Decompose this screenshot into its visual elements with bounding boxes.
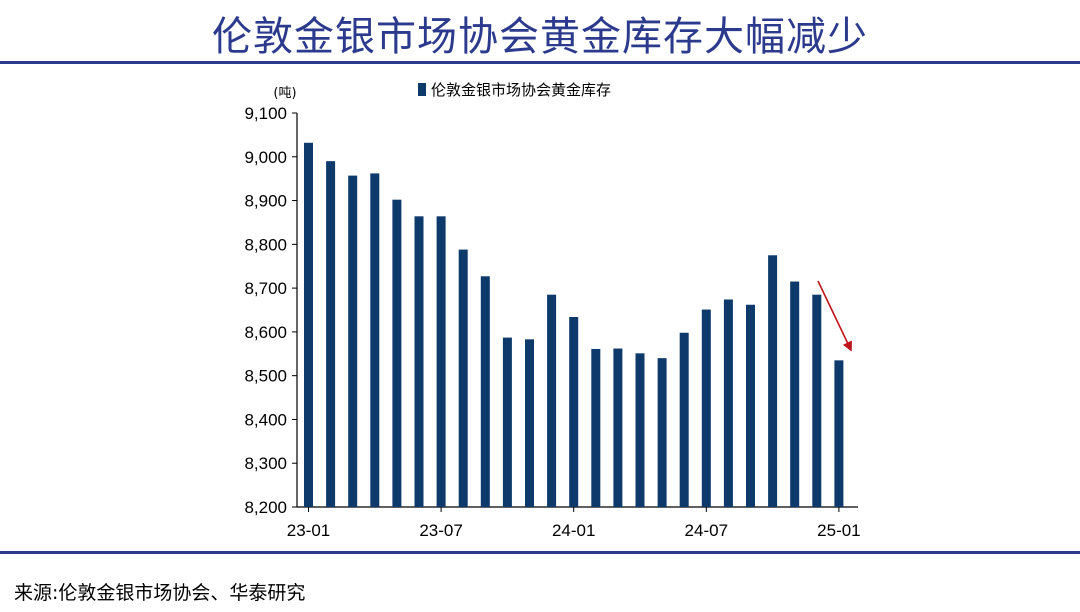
x-tick-label-24-01: 24-01 bbox=[552, 521, 595, 540]
bar-24-12 bbox=[812, 294, 822, 507]
page-title: 伦敦金银市场协会黄金库存大幅减少 bbox=[212, 14, 868, 60]
bar-23-02 bbox=[326, 161, 336, 507]
y-tick-label-8200: 8,200 bbox=[244, 498, 287, 517]
source-note: 来源:伦敦金银市场协会、华泰研究 bbox=[14, 582, 306, 604]
bar-24-11 bbox=[790, 281, 800, 507]
y-tick-label-8700: 8,700 bbox=[244, 279, 287, 298]
bar-23-06 bbox=[414, 216, 424, 507]
y-tick-label-8600: 8,600 bbox=[244, 323, 287, 342]
bar-25-01 bbox=[834, 360, 844, 507]
bar-24-06 bbox=[679, 332, 689, 507]
bar-24-02 bbox=[591, 348, 601, 507]
bar-23-11 bbox=[525, 339, 534, 507]
y-unit-label: (吨) bbox=[273, 86, 296, 101]
bar-24-10 bbox=[768, 255, 778, 507]
bar-24-09 bbox=[746, 304, 755, 507]
bar-23-12 bbox=[547, 294, 557, 507]
bar-24-03 bbox=[613, 348, 623, 507]
bar-24-01 bbox=[569, 317, 579, 507]
y-tick-label-9100: 9,100 bbox=[244, 104, 287, 123]
legend-swatch bbox=[418, 83, 426, 96]
x-tick-label-24-07: 24-07 bbox=[685, 521, 728, 540]
bar-24-05 bbox=[657, 358, 667, 507]
legend-label: 伦敦金银市场协会黄金库存 bbox=[431, 81, 611, 99]
y-tick-label-8300: 8,300 bbox=[244, 454, 287, 473]
bar-23-03 bbox=[348, 175, 358, 507]
title-divider bbox=[0, 61, 1080, 64]
x-tick-label-23-07: 23-07 bbox=[419, 521, 462, 540]
bar-24-04 bbox=[635, 353, 645, 507]
x-tick-label-25-01: 25-01 bbox=[817, 521, 860, 540]
bar-23-05 bbox=[392, 199, 402, 507]
y-tick-label-8800: 8,800 bbox=[244, 235, 287, 254]
decline-arrow bbox=[817, 280, 852, 352]
bar-24-07 bbox=[701, 309, 711, 507]
bar-24-08 bbox=[723, 299, 733, 507]
bar-23-01 bbox=[304, 142, 313, 507]
footer-divider bbox=[0, 551, 1080, 554]
bar-23-07 bbox=[436, 216, 446, 507]
bar-23-08 bbox=[458, 249, 468, 507]
bar-23-10 bbox=[502, 337, 512, 507]
y-tick-label-8500: 8,500 bbox=[244, 367, 287, 386]
bar-23-09 bbox=[480, 276, 490, 507]
y-tick-label-8400: 8,400 bbox=[244, 410, 287, 429]
bar-23-04 bbox=[370, 173, 380, 507]
y-tick-label-9000: 9,000 bbox=[244, 148, 287, 167]
x-tick-label-23-01: 23-01 bbox=[287, 521, 330, 540]
y-tick-label-8900: 8,900 bbox=[244, 192, 287, 211]
